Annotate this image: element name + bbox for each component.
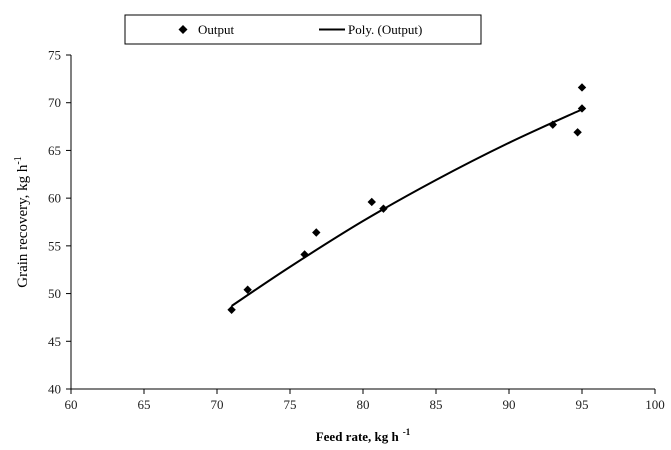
x-tick-label: 60 bbox=[65, 397, 78, 412]
x-tick-label: 70 bbox=[211, 397, 224, 412]
x-tick-label: 65 bbox=[138, 397, 151, 412]
x-tick-label: 75 bbox=[284, 397, 297, 412]
x-axis-ticks: 60 65 70 75 80 85 90 95 100 bbox=[65, 389, 665, 412]
legend-marker-output bbox=[178, 25, 188, 34]
x-tick-label: 80 bbox=[357, 397, 370, 412]
plot-series bbox=[227, 83, 587, 314]
y-axis-title-superscript: -1 bbox=[13, 156, 24, 164]
y-tick-label: 75 bbox=[48, 48, 61, 63]
data-point-output bbox=[577, 104, 587, 113]
y-tick-label: 70 bbox=[48, 95, 61, 110]
data-point-output bbox=[227, 305, 236, 314]
x-axis-title-text: Feed rate, kg h bbox=[316, 429, 400, 444]
data-point-output bbox=[367, 197, 376, 207]
data-point-output bbox=[573, 128, 582, 137]
x-tick-label: 100 bbox=[645, 397, 665, 412]
x-axis-title: Feed rate, kg h -1 bbox=[316, 427, 411, 444]
y-tick-label: 50 bbox=[48, 286, 61, 301]
data-point-output bbox=[312, 228, 321, 237]
y-tick-label: 65 bbox=[48, 143, 61, 158]
trendline-poly-output bbox=[231, 108, 583, 307]
y-tick-label: 55 bbox=[48, 238, 61, 253]
x-tick-label: 85 bbox=[430, 397, 443, 412]
y-axis-title: Grain recovery, kg h-1 bbox=[13, 156, 31, 288]
x-tick-label: 95 bbox=[576, 397, 589, 412]
y-tick-label: 60 bbox=[48, 191, 61, 206]
y-tick-label: 40 bbox=[48, 382, 61, 397]
y-axis-ticks: 40 45 50 55 60 65 70 75 bbox=[48, 48, 71, 397]
chart-legend: Output Poly. (Output) bbox=[124, 14, 482, 45]
data-point-output bbox=[577, 83, 587, 92]
legend-box bbox=[124, 14, 482, 45]
data-point-output bbox=[243, 285, 252, 294]
x-tick-label: 90 bbox=[503, 397, 516, 412]
legend-label-output: Output bbox=[198, 22, 235, 37]
data-point-output bbox=[548, 120, 557, 129]
data-point-output bbox=[379, 204, 388, 213]
y-axis-title-text: Grain recovery, kg h bbox=[15, 164, 31, 288]
x-axis-title-superscript: -1 bbox=[403, 427, 411, 437]
data-point-output bbox=[300, 250, 309, 259]
y-tick-label: 45 bbox=[48, 334, 61, 349]
legend-label-poly: Poly. (Output) bbox=[348, 22, 422, 37]
